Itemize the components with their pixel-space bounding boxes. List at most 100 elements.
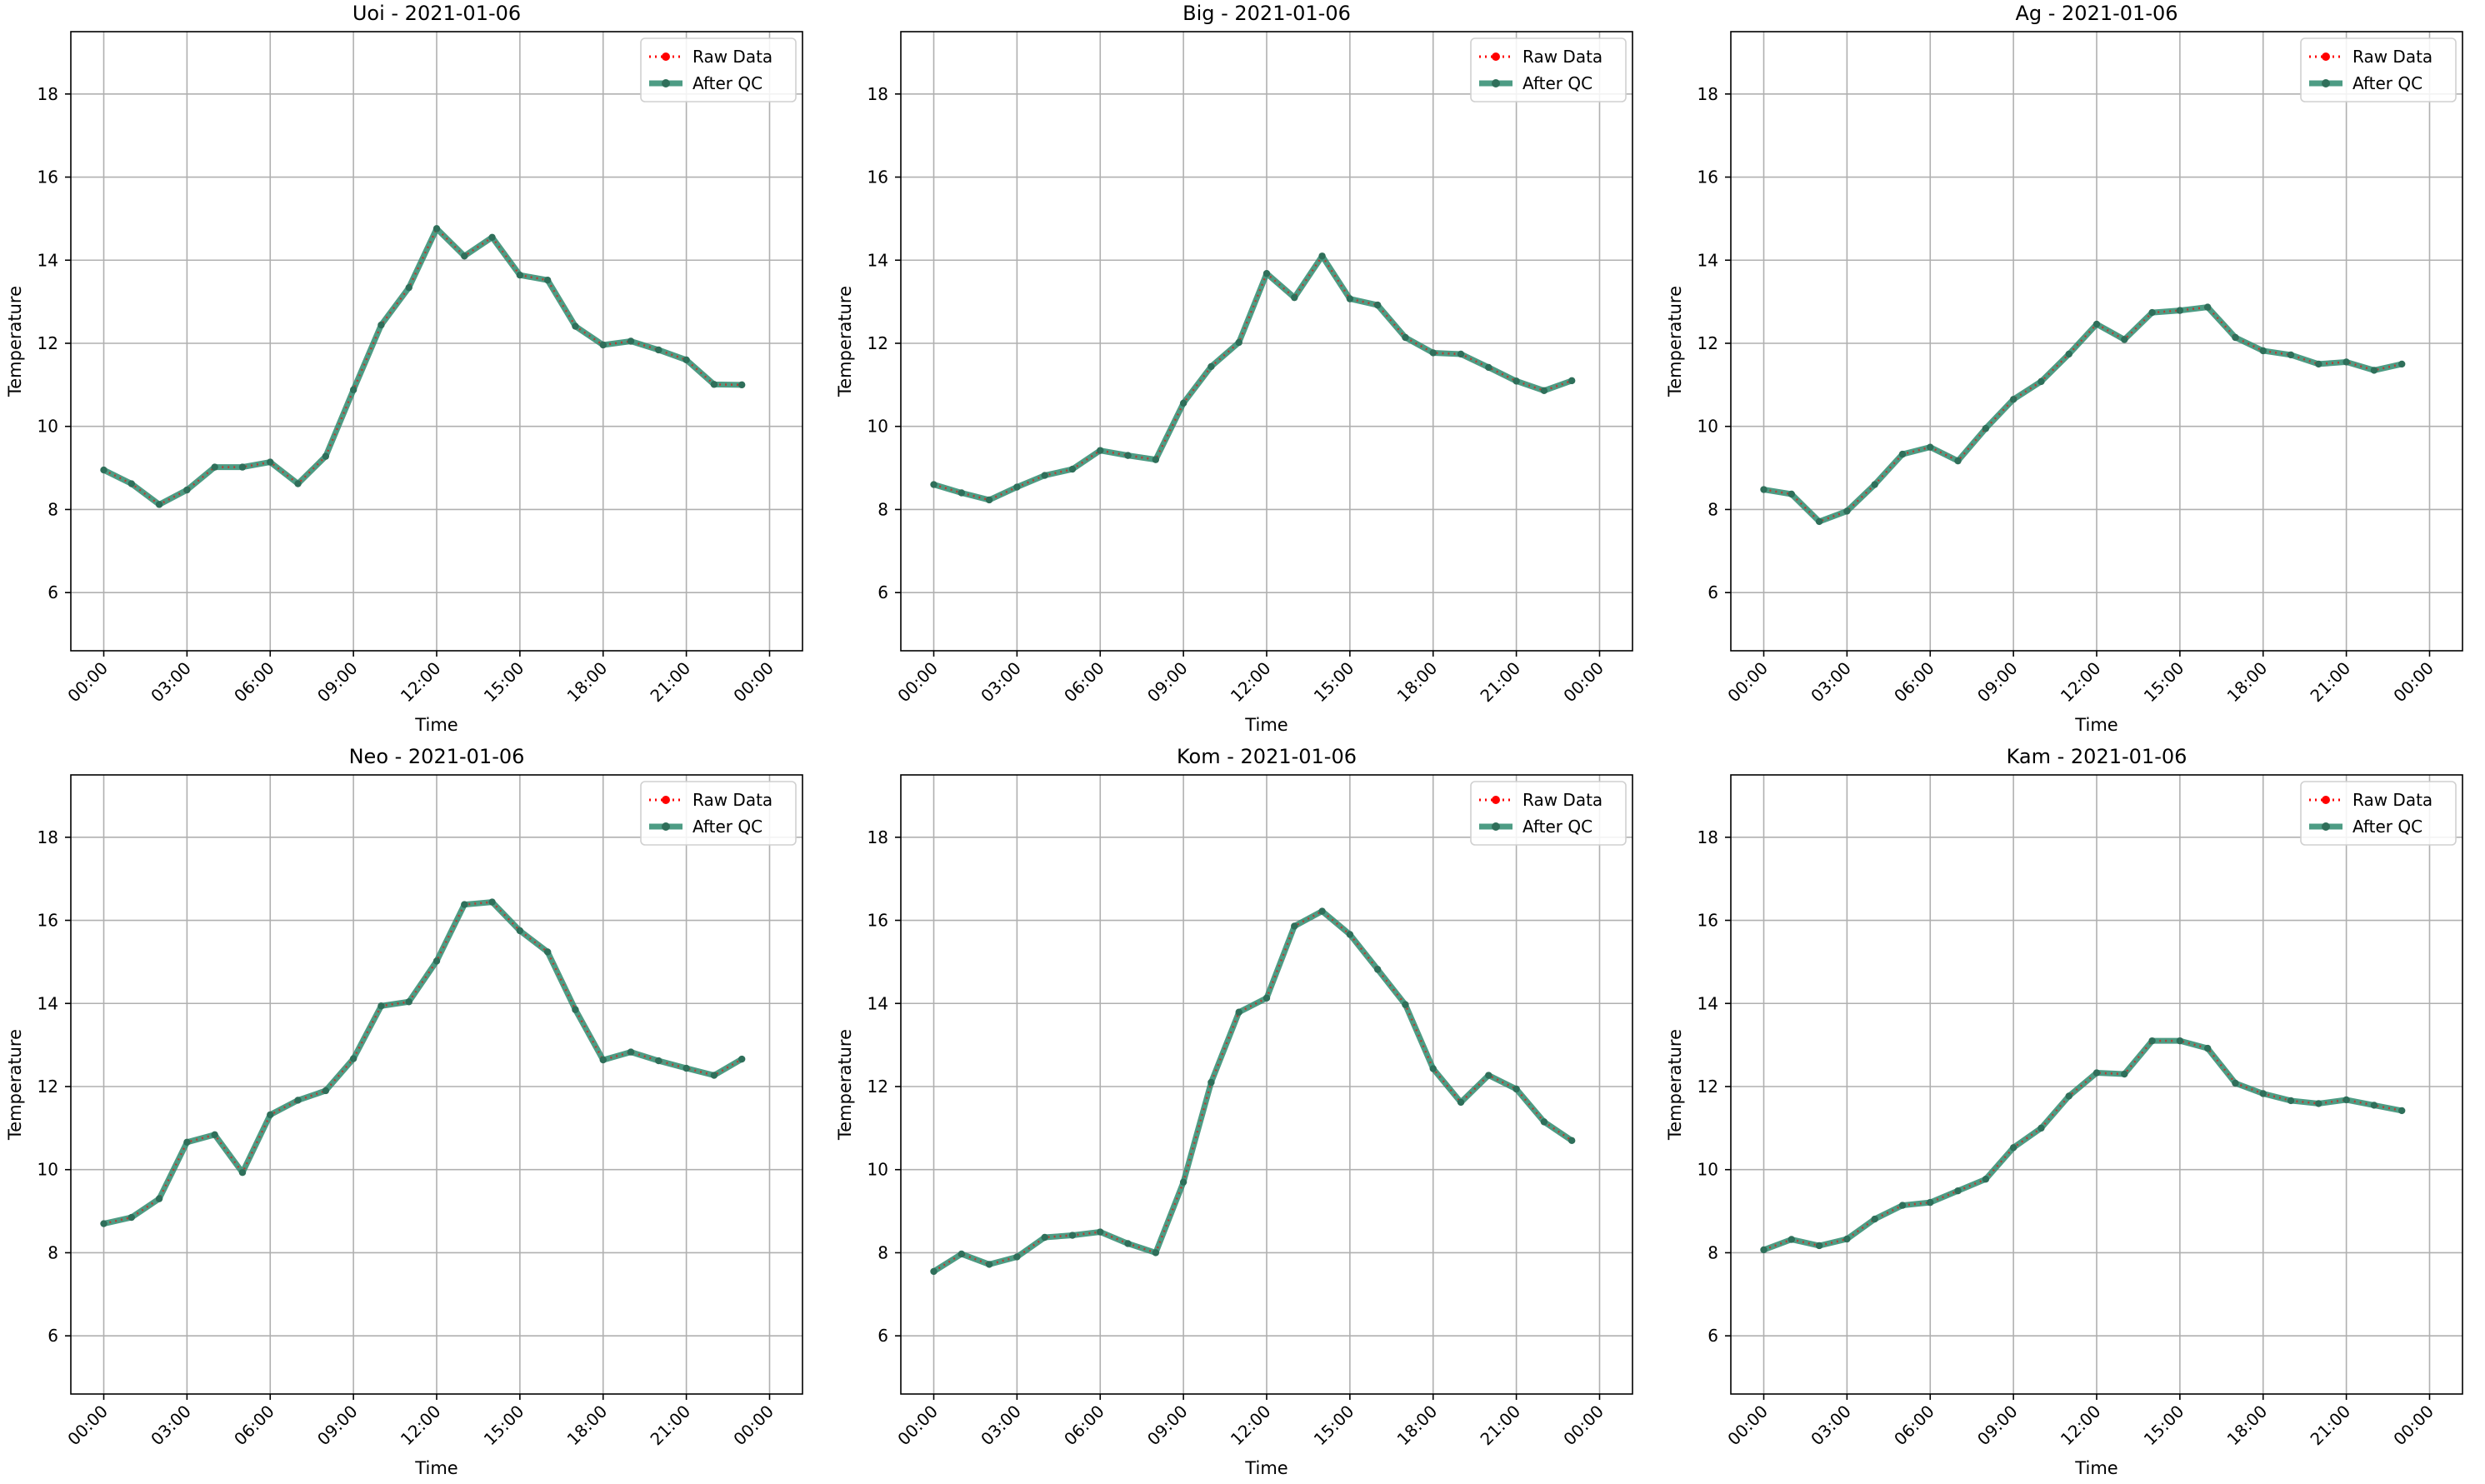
y-tick-label: 6: [48, 582, 58, 602]
after-qc-point: [1788, 1236, 1796, 1243]
after-qc-point: [1262, 270, 1271, 277]
x-tick-label: 21:00: [2306, 658, 2354, 707]
chart-title: Neo - 2021-01-06: [349, 745, 525, 768]
x-tick-label: 12:00: [2057, 1402, 2105, 1450]
chart-title: Big - 2021-01-06: [1182, 2, 1351, 25]
x-tick-label: 12:00: [1227, 1402, 1275, 1450]
after-qc-point: [183, 1138, 191, 1147]
after-qc-point: [2342, 358, 2350, 366]
y-tick-label: 14: [38, 250, 58, 270]
after-qc-point: [2009, 396, 2018, 403]
after-qc-point: [1235, 338, 1242, 347]
y-tick-label: 18: [38, 84, 58, 104]
after-qc-point: [1568, 1137, 1576, 1145]
after-qc-point: [1208, 362, 1215, 371]
after-qc-point: [1429, 349, 1437, 357]
after-qc-point: [2232, 333, 2239, 342]
after-qc-point: [2315, 1100, 2322, 1107]
y-tick-label: 16: [1698, 167, 1718, 187]
after-qc-point: [710, 1072, 718, 1079]
after-qc-point: [1927, 1198, 1934, 1207]
x-tick-label: 06:00: [1060, 658, 1108, 707]
after-qc-point: [930, 1267, 938, 1276]
after-qc-point: [2038, 377, 2045, 386]
after-qc-point: [2398, 360, 2406, 368]
after-qc-point: [1457, 1098, 1465, 1107]
after-qc-point: [2370, 1102, 2378, 1109]
after-qc-point: [2176, 307, 2184, 314]
x-tick-label: 21:00: [2306, 1402, 2354, 1450]
legend-label-after-qc: After QC: [692, 817, 762, 837]
x-tick-label: 06:00: [1890, 1402, 1938, 1450]
after-qc-point: [2092, 320, 2101, 328]
x-tick-label: 00:00: [729, 1402, 778, 1450]
after-qc-point: [349, 386, 358, 394]
y-tick-label: 10: [1698, 417, 1718, 437]
y-tick-label: 14: [38, 993, 58, 1013]
after-qc-point: [1124, 452, 1132, 459]
after-qc-point: [1041, 1233, 1048, 1242]
series-line-raw-data: [103, 901, 742, 1225]
after-qc-point: [1843, 507, 1851, 515]
legend-marker-raw-data: [662, 796, 670, 804]
y-tick-label: 6: [1708, 582, 1718, 602]
after-qc-point: [1485, 363, 1492, 372]
legend-label-raw-data: Raw Data: [1522, 790, 1602, 810]
series-line-after-qc: [1761, 1037, 2405, 1253]
after-qc-point: [322, 1087, 330, 1095]
after-qc-point: [488, 233, 496, 242]
chart-panel-6: 6 8 10 12 14 16 18 00:00 03:00 06:00 09:00 12:00 15:…: [1665, 745, 2463, 1478]
x-tick-label: 09:00: [1973, 1402, 2022, 1450]
legend: Raw Data After QC: [1470, 781, 1627, 846]
after-qc-point: [738, 1055, 746, 1063]
after-qc-point: [599, 341, 607, 349]
series-line-raw-data: [102, 227, 742, 506]
after-qc-point: [1318, 907, 1326, 915]
after-qc-point: [1871, 1215, 1878, 1223]
y-tick-label: 16: [1698, 911, 1718, 931]
after-qc-point: [1485, 1072, 1492, 1079]
after-qc-point: [1346, 295, 1354, 302]
after-qc-point: [985, 496, 993, 504]
y-tick-label: 16: [868, 167, 888, 187]
legend-marker-after-qc: [1492, 79, 1500, 87]
after-qc-point: [1346, 931, 1354, 938]
after-qc-point: [349, 1055, 358, 1062]
after-qc-point: [267, 458, 274, 466]
after-qc-point: [2148, 1037, 2156, 1045]
chart-panel-3: 6 8 10 12 14 16 18 00:00 03:00 06:00 09:00 12:00 15:…: [1665, 2, 2463, 735]
after-qc-point: [461, 901, 468, 908]
after-qc-point: [211, 1131, 218, 1139]
legend: Raw Data After QC: [2300, 781, 2457, 846]
y-tick-label: 10: [38, 1160, 58, 1180]
after-qc-point: [516, 927, 524, 935]
grid: [71, 775, 802, 1394]
x-tick-label: 09:00: [1973, 658, 2022, 707]
chart-panel-2: 6 8 10 12 14 16 18 00:00 03:00 06:00 09:00 12:00 15:…: [835, 2, 1633, 735]
x-tick-label: 00:00: [729, 658, 778, 707]
y-tick-label: 8: [1708, 499, 1718, 519]
after-qc-point: [1068, 465, 1077, 473]
after-qc-point: [128, 480, 136, 487]
chart-title: Kom - 2021-01-06: [1177, 745, 1357, 768]
y-tick-label: 12: [868, 1077, 888, 1097]
y-axis-label: Temperature: [835, 286, 855, 397]
legend: Raw Data After QC: [1470, 37, 1627, 102]
legend-marker-raw-data: [2322, 52, 2330, 61]
x-tick-label: 15:00: [480, 658, 528, 707]
y-tick-label: 8: [878, 499, 888, 519]
after-qc-point: [1843, 1235, 1851, 1243]
x-tick-label: 18:00: [2223, 658, 2272, 707]
after-qc-point: [461, 252, 468, 260]
after-qc-point: [2121, 336, 2128, 343]
after-qc-point: [516, 272, 524, 279]
x-tick-label: 00:00: [1723, 658, 1772, 707]
after-qc-point: [1898, 1202, 1907, 1209]
after-qc-point: [322, 452, 330, 460]
after-qc-point: [2370, 367, 2378, 374]
y-tick-label: 12: [1698, 1077, 1718, 1097]
legend-marker-after-qc: [1492, 822, 1500, 831]
y-tick-label: 12: [38, 1077, 58, 1097]
after-qc-point: [1898, 450, 1907, 458]
x-tick-label: 00:00: [1723, 1402, 1772, 1450]
